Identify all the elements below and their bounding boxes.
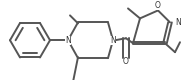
Text: O: O — [123, 57, 129, 66]
Text: O: O — [155, 1, 161, 10]
Text: N: N — [175, 18, 181, 27]
Text: N: N — [110, 36, 116, 45]
Text: N: N — [65, 36, 71, 45]
